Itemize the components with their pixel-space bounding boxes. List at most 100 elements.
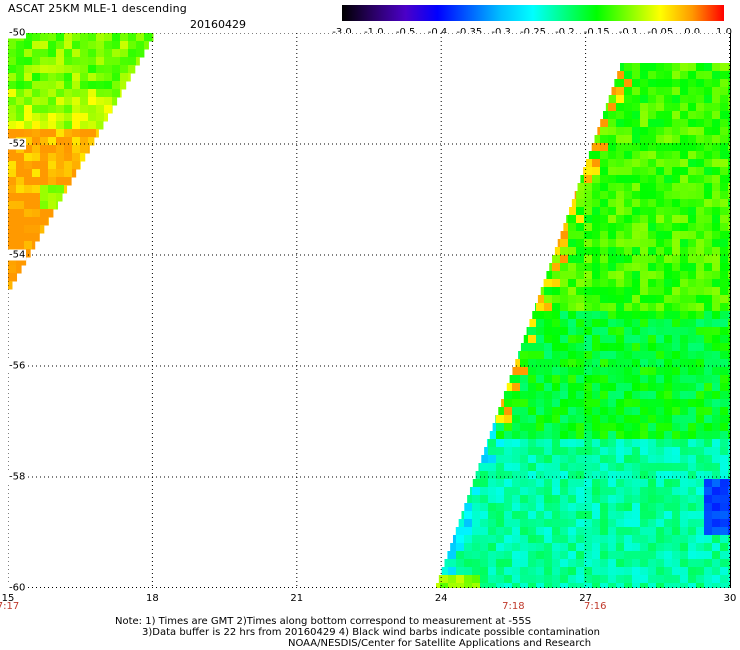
swath-cell (728, 575, 730, 584)
swath-cell (664, 503, 673, 512)
swath-cell (688, 455, 697, 464)
swath-cell (688, 143, 697, 152)
swath-cell (648, 143, 657, 152)
swath-cell (704, 119, 713, 128)
swath-cell (480, 559, 489, 568)
swath-cell (32, 121, 41, 130)
swath-cell (577, 183, 585, 192)
swath-cell (704, 111, 713, 120)
swath-cell (720, 215, 729, 224)
swath-cell (536, 431, 545, 440)
swath-cell (592, 479, 601, 488)
swath-cell (616, 199, 625, 208)
swath-cell (520, 519, 529, 528)
swath-cell (696, 327, 705, 336)
swath-cell (536, 327, 545, 336)
swath-cell (704, 455, 713, 464)
swath-cell (112, 33, 121, 42)
swath-cell (592, 255, 601, 264)
swath-cell (696, 535, 705, 544)
swath-cell (720, 119, 729, 128)
swath-cell (648, 463, 657, 472)
swath-cell (640, 423, 649, 432)
swath-cell (88, 33, 97, 42)
swath-cell (728, 535, 730, 544)
swath-cell (608, 567, 617, 576)
swath-cell (128, 57, 137, 66)
swath-cell (648, 559, 657, 568)
swath-cell (24, 257, 27, 266)
swath-cell (552, 351, 561, 360)
swath-cell (600, 447, 609, 456)
swath-cell (512, 519, 521, 528)
swath-cell (560, 479, 569, 488)
swath-cell (728, 263, 730, 272)
swath-cell (624, 279, 633, 288)
swath-cell (16, 233, 25, 242)
swath-cell (656, 191, 665, 200)
swath-cell (712, 95, 721, 104)
swath-cell (576, 503, 585, 512)
swath-cell (512, 439, 521, 448)
swath-cell (536, 311, 545, 320)
swath-cell (624, 567, 633, 576)
swath-cell (648, 383, 657, 392)
swath-cell (504, 479, 513, 488)
swath-cell (672, 303, 681, 312)
swath-cell (520, 431, 529, 440)
swath-cell (664, 199, 673, 208)
swath-cell (720, 399, 729, 408)
map-title: ASCAT 25KM MLE-1 descending (8, 2, 187, 15)
swath-cell (680, 343, 689, 352)
swath-cell (592, 447, 601, 456)
swath-cell (8, 233, 17, 242)
swath-cell (480, 495, 489, 504)
swath-cell (560, 239, 569, 248)
swath-cell (584, 247, 593, 256)
swath-cell (536, 359, 545, 368)
swath-cell (728, 71, 730, 80)
swath-cell (648, 79, 657, 88)
swath-cell (640, 295, 649, 304)
swath-cell (728, 559, 730, 568)
swath-cell (728, 247, 730, 256)
swath-cell (8, 177, 17, 186)
swath-cell (608, 239, 617, 248)
swath-cell (680, 359, 689, 368)
swath-cell (640, 519, 649, 528)
swath-cell (32, 193, 41, 202)
swath-cell (656, 119, 665, 128)
swath-cell (720, 239, 729, 248)
swath-cell (696, 63, 705, 72)
swath-cell (552, 423, 561, 432)
swath-cell (656, 375, 665, 384)
swath-cell (680, 551, 689, 560)
swath-cell (528, 439, 537, 448)
swath-cell (480, 487, 489, 496)
swath-cell (592, 207, 601, 216)
swath-cell (536, 535, 545, 544)
swath-cell (576, 431, 585, 440)
swath-cell (504, 439, 513, 448)
swath-cell (568, 463, 577, 472)
swath-cell (704, 223, 713, 232)
swath-cell (624, 303, 633, 312)
swath-cell (712, 327, 721, 336)
swath-cell (704, 143, 713, 152)
swath-cell (568, 447, 577, 456)
swath-cell (552, 255, 561, 264)
swath-cell (624, 359, 633, 368)
swath-cell (72, 121, 81, 130)
swath-cell (584, 343, 593, 352)
swath-cell (696, 319, 705, 328)
swath-cell (728, 167, 730, 176)
swath-cell (664, 511, 673, 520)
swath-cell (624, 167, 633, 176)
swath-cell (120, 65, 129, 74)
swath-cell (688, 359, 697, 368)
swath-cell (528, 527, 537, 536)
swath-cell (560, 535, 569, 544)
swath-cell (664, 95, 673, 104)
swath-cell (672, 503, 681, 512)
swath-cell (48, 41, 57, 50)
